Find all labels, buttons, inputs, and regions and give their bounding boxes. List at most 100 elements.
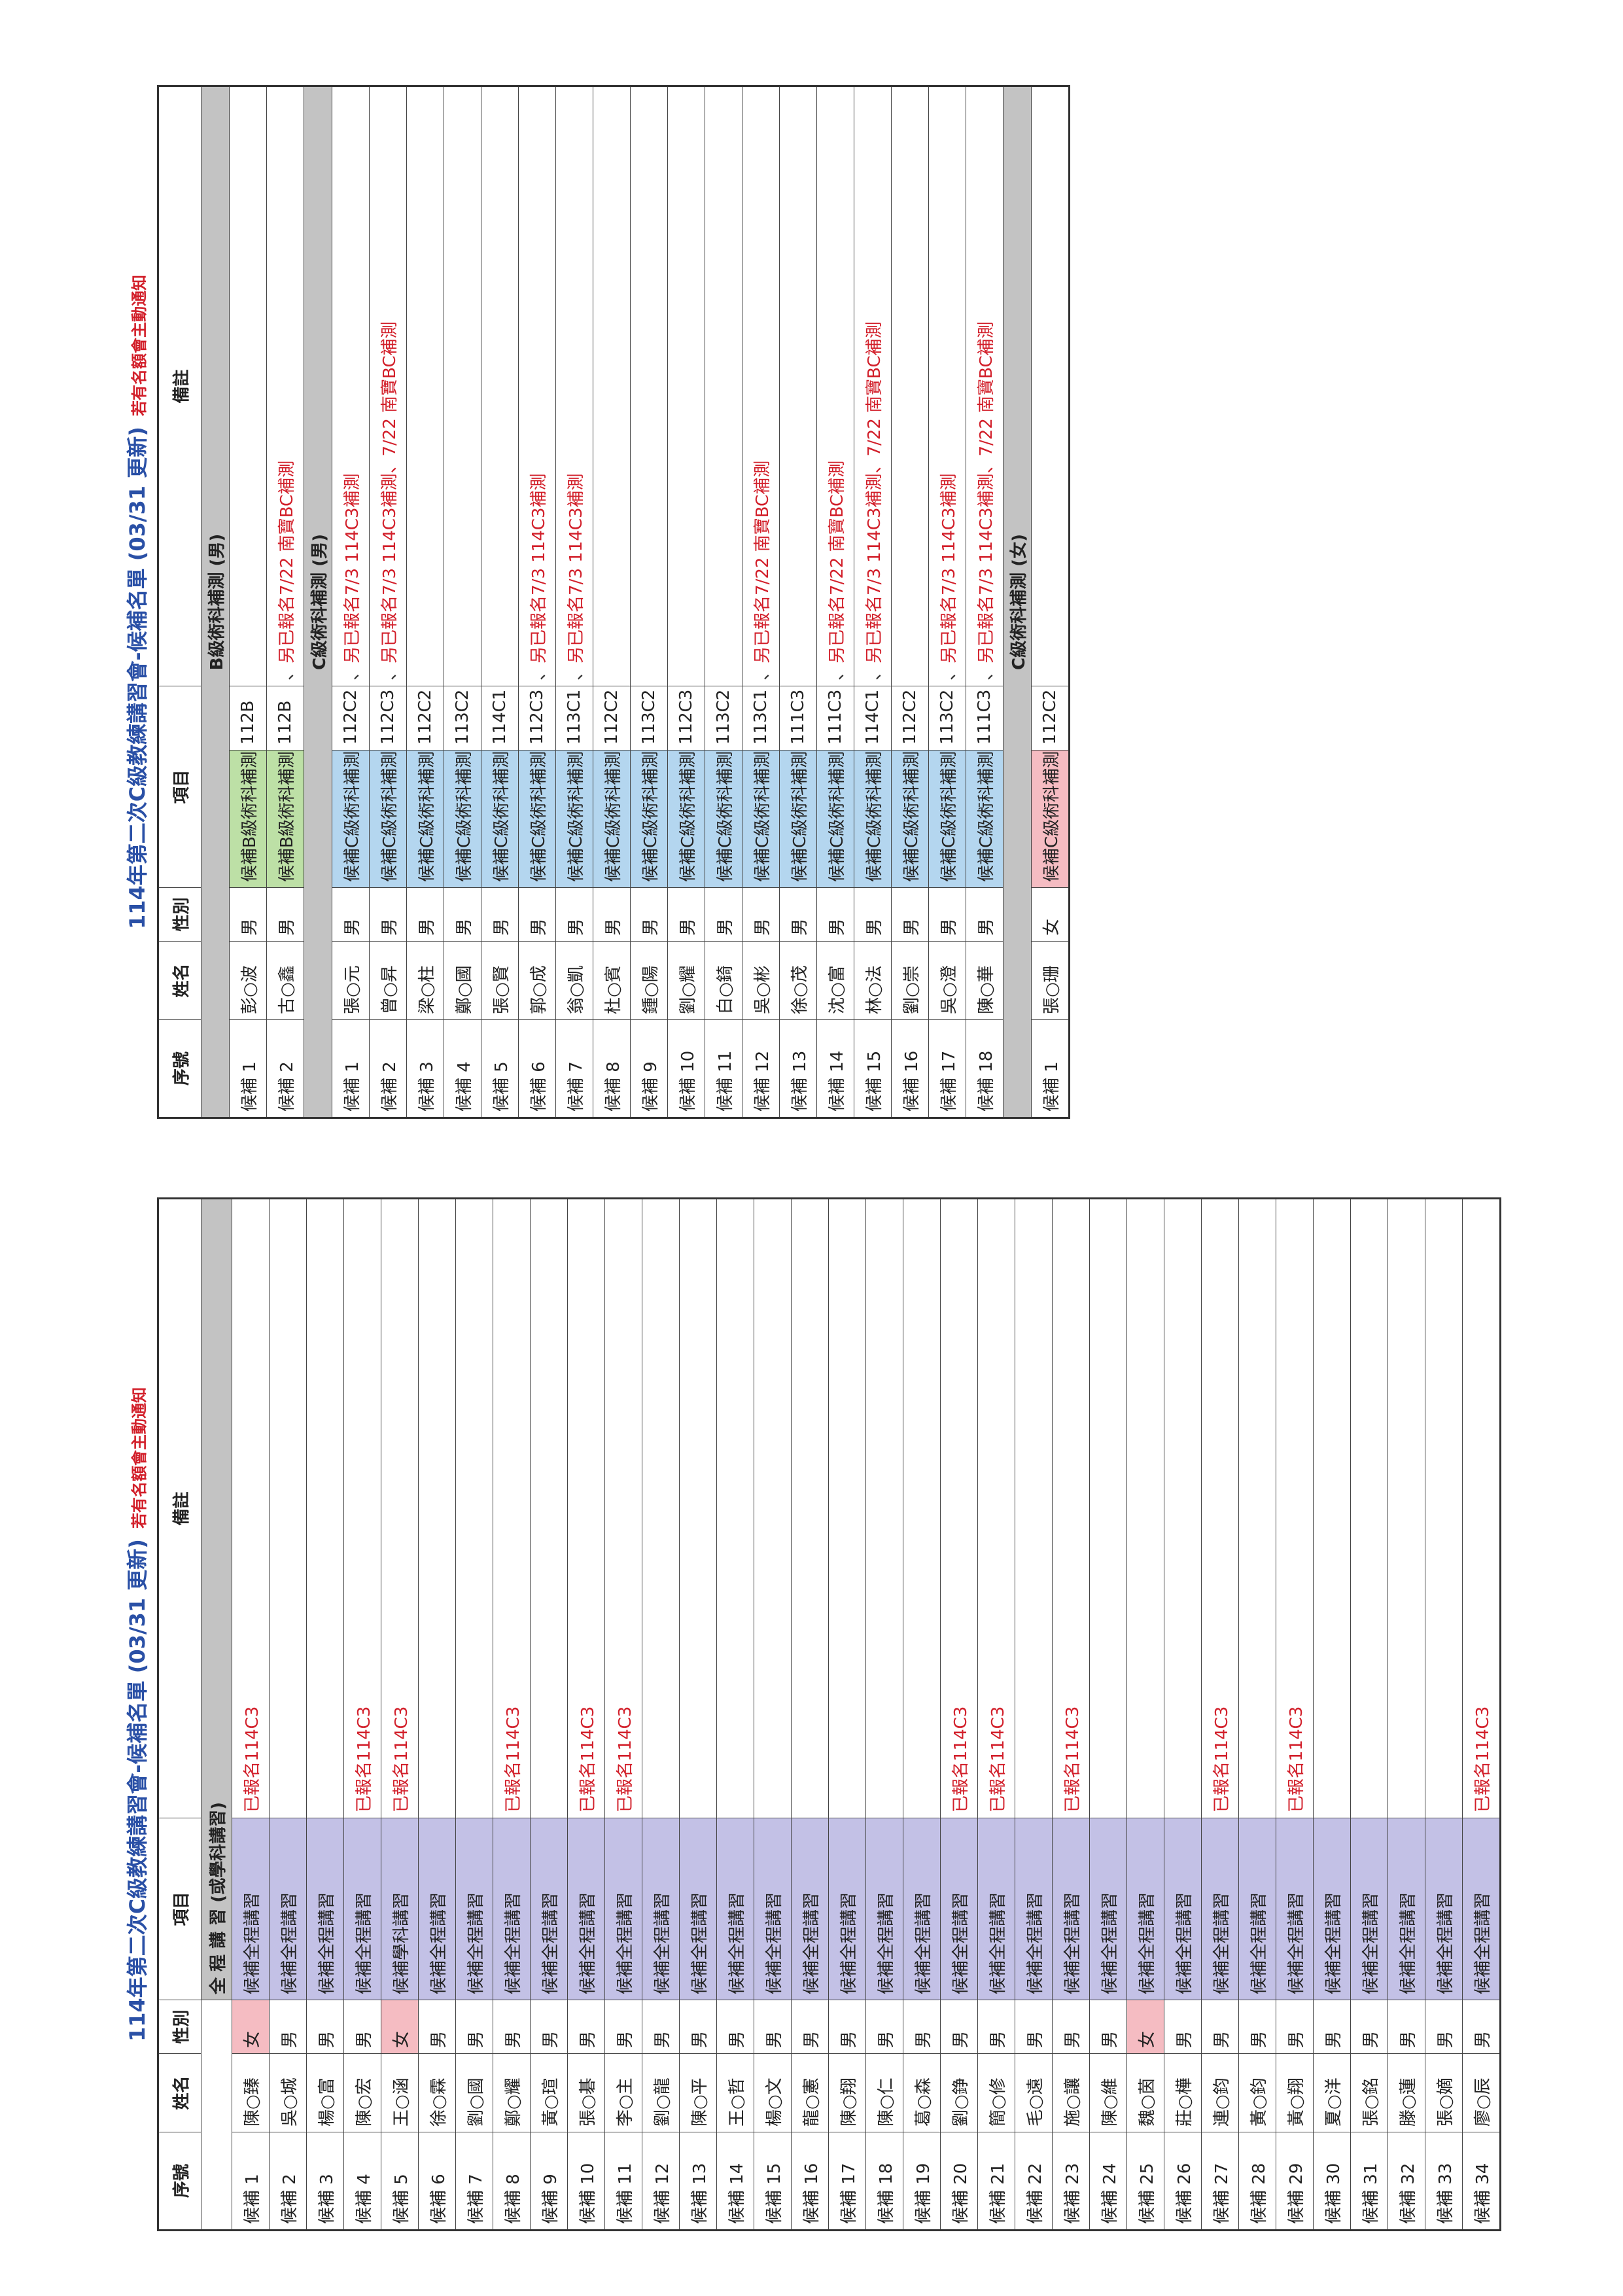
row-sex: 男 — [667, 887, 705, 942]
right-title: 114年第二次C級教練講習會-候補名單 (03/31 更新) — [125, 427, 150, 930]
row-sex: 男 — [406, 887, 444, 942]
row-remark: 已報名114C3 — [343, 1198, 381, 1818]
row-number: 候補 15 — [754, 2132, 792, 2231]
row-number: 候補 17 — [828, 2132, 866, 2231]
row-name: 劉○錚 — [940, 2053, 978, 2132]
row-remark: 另已報名7/3 114C3補測 — [864, 473, 884, 663]
row-item: 候補全程講習 — [1089, 1818, 1127, 2000]
row-sex: 男 — [269, 2000, 307, 2054]
row-sex: 男 — [266, 887, 304, 942]
left-section-label: 全 程 講 習 (或學科講習) — [201, 1198, 232, 2000]
row-item: 候補全程講習 — [493, 1818, 531, 2000]
col-name-header: 姓名 — [158, 2053, 201, 2132]
row-code: 113C1 — [555, 686, 593, 751]
row-name: 夏○洋 — [1313, 2053, 1351, 2132]
row-sex: 男 — [229, 887, 267, 942]
row-number: 候補 25 — [1126, 2132, 1164, 2231]
row-item: 候補全程講習 — [1425, 1818, 1463, 2000]
table-row: 候補 1 彭○波男候補B級術科補測 112B — [229, 86, 267, 1118]
row-sex: 男 — [455, 2000, 493, 2054]
row-item: 候補全程講習 — [530, 1818, 568, 2000]
row-name: 鄭○國 — [444, 941, 481, 1020]
row-remark: 已報名114C3 — [977, 1198, 1015, 1818]
table-row: 候補 15 林○法男候補C級術科補測 114C1 、另已報名7/3 114C3補測、7… — [854, 86, 892, 1118]
row-code: 112C3 — [518, 686, 556, 751]
row-item: 候補全程講習 — [418, 1818, 456, 2000]
row-code: 113C2 — [705, 686, 742, 751]
row-item: 候補C級術科補測 — [481, 750, 519, 888]
row-name: 張○嫡 — [1425, 2053, 1463, 2132]
row-remark — [865, 1198, 903, 1818]
table-row: 候補 27 連○鈞男候補全程講習 已報名114C3 — [1201, 1198, 1239, 2231]
row-item: 候補全程講習 — [567, 1818, 605, 2000]
section-label: B級術科補測 (男) — [201, 86, 230, 1118]
row-number: 候補 10 — [667, 1019, 705, 1118]
row-remark — [306, 1198, 344, 1818]
table-row: 候補 19 葛○森男候補全程講習 — [903, 1198, 941, 2231]
table-row: 候補 6 徐○霖男候補全程講習 — [418, 1198, 456, 2231]
row-remark — [1164, 1198, 1202, 1818]
row-remark-cell: 、另已報名7/3 114C3補測 — [332, 86, 370, 686]
row-code: 114C1 — [481, 686, 519, 751]
row-remark: 已報名114C3 — [567, 1198, 605, 1818]
row-name: 徐○霖 — [418, 2053, 456, 2132]
row-remark: 已報名114C3 — [1462, 1198, 1501, 1818]
row-remark — [269, 1198, 307, 1818]
remark-separator: 、 — [566, 663, 586, 680]
row-item: 候補全程講習 — [306, 1818, 344, 2000]
row-item: 候補全程講習 — [865, 1818, 903, 2000]
table-row: 候補 8 杜○賓男候補C級術科補測 112C2 — [593, 86, 631, 1118]
left-header-row: 序號 姓名 性別 項目 備註 — [158, 1198, 201, 2231]
row-item: 候補全程講習 — [1052, 1818, 1090, 2000]
row-code: 112C2 — [891, 686, 929, 751]
left-note: 若有名額會主動通知 — [130, 1386, 148, 1528]
row-name: 龍○憲 — [791, 2053, 829, 2132]
row-item: 候補全程講習 — [1201, 1818, 1239, 2000]
row-remark-cell: 、另已報名7/22 南寶BC補測 — [816, 86, 854, 686]
row-remark: 另已報名7/3 114C3補測 — [342, 473, 362, 663]
row-remark — [1425, 1198, 1463, 1818]
row-sex: 男 — [816, 887, 854, 942]
row-name: 廖○辰 — [1462, 2053, 1501, 2132]
row-number: 候補 16 — [891, 1019, 929, 1118]
row-sex: 女 — [381, 2000, 419, 2054]
row-number: 候補 12 — [642, 2132, 680, 2231]
row-name: 劉○耀 — [667, 941, 705, 1020]
row-sex: 男 — [343, 2000, 381, 2054]
row-sex: 男 — [332, 887, 370, 942]
remark-separator: 、 — [976, 663, 996, 680]
row-remark: 另已報名7/3 114C3補測 — [379, 473, 400, 663]
row-item: 候補C級術科補測 — [891, 750, 929, 888]
row-sex: 男 — [1052, 2000, 1090, 2054]
row-name: 劉○崇 — [891, 941, 929, 1020]
row-sex: 男 — [865, 2000, 903, 2054]
row-number: 候補 21 — [977, 2132, 1015, 2231]
row-name: 陳○維 — [1089, 2053, 1127, 2132]
row-number: 候補 30 — [1313, 2132, 1351, 2231]
row-number: 候補 7 — [455, 2132, 493, 2231]
row-number: 候補 9 — [530, 2132, 568, 2231]
table-row: 候補 5 張○賢男候補C級術科補測 114C1 — [481, 86, 519, 1118]
row-name: 王○哲 — [716, 2053, 754, 2132]
table-row: 候補 3 梁○柱男候補C級術科補測 112C2 — [406, 86, 444, 1118]
table-row: 候補 2 古○鑫男候補B級術科補測 112B 、另已報名7/22 南寶BC補測 — [266, 86, 304, 1118]
row-item: 候補C級術科補測 — [518, 750, 556, 888]
row-number: 候補 5 — [381, 2132, 419, 2231]
row-item: 候補C級術科補測 — [779, 750, 817, 888]
table-row: 候補 29 黃○翔男候補全程講習 已報名114C3 — [1276, 1198, 1314, 2231]
row-sex: 男 — [369, 887, 407, 942]
table-row: 候補 2 曾○昇男候補C級術科補測 112C3 、另已報名7/3 114C3補測、7/… — [369, 86, 407, 1118]
left-title-row: 114年第二次C級教練講習會-候補名單 (03/31 更新) 若有名額會主動通知 — [118, 1197, 157, 2231]
row-number: 候補 20 — [940, 2132, 978, 2231]
row-item: 候補全程講習 — [269, 1818, 307, 2000]
left-section-row: 全 程 講 習 (或學科講習) — [201, 1198, 232, 2231]
row-sex: 男 — [1089, 2000, 1127, 2054]
row-name: 張○銘 — [1350, 2053, 1388, 2132]
table-row: 候補 14 沈○富男候補C級術科補測 111C3 、另已報名7/22 南寶BC補測 — [816, 86, 854, 1118]
row-sex: 男 — [779, 887, 817, 942]
row-sex: 男 — [742, 887, 780, 942]
row-remark — [455, 1198, 493, 1818]
row-sex: 男 — [418, 2000, 456, 2054]
row-number: 候補 27 — [1201, 2132, 1239, 2231]
row-remark-cell — [705, 86, 742, 686]
